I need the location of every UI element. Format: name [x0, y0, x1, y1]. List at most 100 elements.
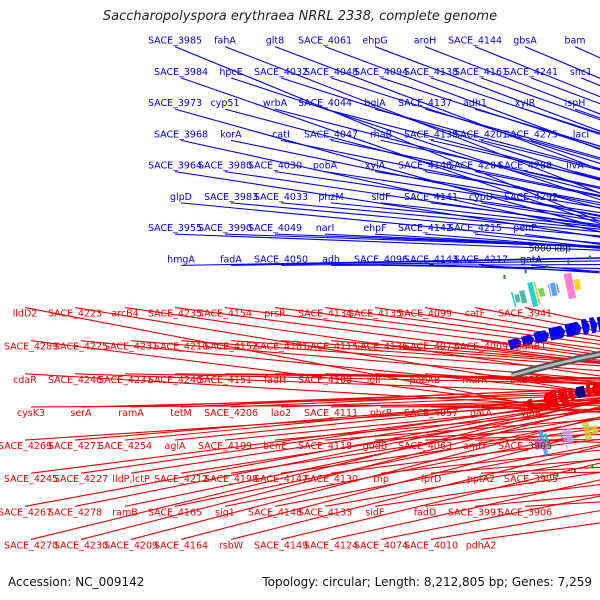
gene-label: SACE_4118	[298, 441, 352, 452]
gene-label: SACE_4030	[248, 161, 302, 172]
gene-label: SACE_4235	[148, 309, 202, 320]
leader-line	[180, 257, 600, 266]
gene-label: lldD2	[13, 309, 38, 320]
gene-label: bam	[564, 36, 585, 47]
leader-line	[230, 139, 600, 218]
leader-line	[430, 340, 600, 361]
leader-line	[424, 373, 600, 386]
leader-line	[474, 494, 600, 507]
leader-line	[324, 307, 600, 345]
gene-label: SACE_4047	[304, 129, 358, 140]
gene-label: rsbW	[219, 540, 244, 551]
gene-label: SACE_4245	[4, 474, 58, 485]
forward-gene-arrow	[589, 317, 598, 334]
leader-line	[374, 46, 600, 132]
content-tile-outer	[533, 281, 541, 305]
leader-line	[374, 171, 600, 209]
leader-line	[380, 404, 600, 408]
leader-line	[380, 495, 600, 540]
gene-label: SACE_4094	[354, 67, 408, 78]
reverse-leader-lines	[24, 307, 600, 540]
content-tile-outer	[538, 287, 546, 297]
reverse-strand-features	[526, 381, 600, 411]
leader-line	[330, 479, 600, 540]
leader-line	[280, 260, 600, 266]
leader-line	[330, 202, 600, 230]
gene-label: SACE_4237	[98, 375, 152, 386]
gene-label: phrB	[370, 408, 392, 419]
gene-label: wrbA	[263, 98, 288, 109]
gene-label: SACE_4154	[198, 309, 252, 320]
gene-label: SACE_4130	[304, 474, 358, 485]
gene-label: lao2	[271, 408, 291, 419]
gene-label: lacI	[573, 129, 590, 140]
leader-line	[480, 202, 600, 222]
gene-label: SACE_4240	[148, 375, 202, 386]
gene-label: ehpG	[362, 36, 387, 47]
leader-line	[230, 340, 600, 367]
leader-line	[380, 77, 600, 150]
leader-line	[430, 202, 600, 226]
content-tile-outer	[556, 284, 560, 293]
gene-label: SACE_4199	[198, 441, 252, 452]
gene-label: SACE_3983	[204, 192, 258, 203]
leader-line	[430, 406, 600, 411]
gene-label: bkdC2	[510, 375, 540, 386]
leader-line	[424, 46, 600, 115]
leader-line	[130, 400, 600, 474]
outer-tick-mark	[524, 269, 527, 274]
gene-label: SACE_4254	[98, 441, 152, 452]
leader-line	[230, 416, 600, 474]
gene-label: SACE_4096	[354, 254, 408, 265]
gene-label: pobA	[313, 161, 338, 172]
gene-label: SACE_4144	[448, 36, 502, 47]
gene-label: SACE_4147	[254, 474, 308, 485]
gene-label: aglA	[165, 441, 186, 452]
gene-label: glpD	[170, 192, 192, 203]
leader-line	[380, 449, 600, 474]
leader-line	[180, 387, 600, 408]
reverse-gene-labels: lldD2 SACE_4289 cdaR cysK3 SACE_4269 SACE_424…	[0, 309, 558, 552]
gene-label: SACE_4217	[454, 254, 508, 265]
gene-label: SACE_4231	[104, 342, 158, 353]
gene-label: benE	[263, 441, 287, 452]
leader-line	[480, 264, 600, 274]
leader-line	[274, 108, 600, 194]
gene-label: SACE_3941	[498, 309, 552, 320]
content-tile-inner	[590, 425, 599, 435]
leader-line	[224, 46, 600, 194]
gene-label: SACE_3980	[198, 161, 252, 172]
gene-label: SACE_4201	[454, 129, 508, 140]
gene-label: SACE_3964	[148, 161, 202, 172]
leader-line	[474, 171, 600, 198]
gene-label: SACE_4270	[4, 540, 58, 551]
gene-label: SACE_4050	[254, 254, 308, 265]
leader-line	[430, 139, 600, 180]
gene-label: SACE_4269	[0, 441, 52, 452]
gene-label: SACE_4161	[454, 67, 508, 78]
forward-gene-arrow	[521, 334, 535, 347]
gene-label: tnp	[373, 474, 389, 485]
gene-label: SACE_4278	[48, 507, 102, 518]
leader-line	[424, 433, 600, 441]
leader-line	[480, 522, 600, 540]
content-tile-inner	[533, 438, 542, 450]
leader-line	[330, 438, 600, 474]
gene-label: SACE_4133	[298, 507, 352, 518]
forward-strand-features	[507, 316, 600, 350]
gene-label: ramA	[118, 408, 144, 419]
gene-label: ispH	[565, 98, 586, 109]
gene-label: SACE_4288	[498, 161, 552, 172]
leader-line	[430, 510, 600, 540]
leader-line	[480, 139, 600, 171]
gene-label: SACE_4206	[204, 408, 258, 419]
content-tile-outer	[549, 282, 558, 297]
gene-label: xylA	[365, 161, 386, 172]
gene-label: SACE_4099	[398, 309, 452, 320]
leader-line	[180, 139, 600, 233]
gene-label: fahA	[214, 36, 236, 47]
gene-label: SACE_4210	[154, 342, 208, 353]
leader-line	[474, 233, 600, 248]
gene-label: catI	[272, 129, 290, 140]
leader-line	[330, 77, 600, 165]
